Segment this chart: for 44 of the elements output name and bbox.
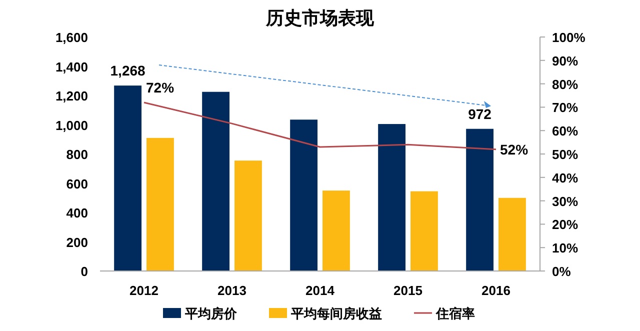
y2-tick-label: 40% [552,170,578,186]
bar [410,191,438,271]
y2-tick-label: 10% [552,240,578,256]
y-tick-label: 1,200 [55,88,88,104]
y2-tick-label: 20% [552,217,578,232]
y-tick-label: 1,000 [55,118,88,133]
x-tick-label: 2013 [218,283,246,298]
y-tick-label: 400 [66,206,88,220]
x-tick-label: 2012 [130,283,158,298]
data-label: 52% [500,141,529,158]
bar [146,138,174,271]
y2-tick-label: 80% [552,76,578,92]
y-tick-label: 0 [80,264,88,279]
bar [114,86,142,271]
x-tick-label: 2016 [482,283,510,298]
y2-tick-label: 70% [552,100,578,116]
y-tick-label: 1,400 [55,59,88,74]
x-tick-label: 2014 [306,283,336,298]
y-tick-label: 200 [66,234,88,250]
bar [234,160,262,271]
legend-label: 平均房价 [184,306,238,321]
bar [378,124,406,271]
x-tick-label: 2015 [394,283,422,298]
data-label: 1,268 [110,62,146,79]
bar [498,198,526,271]
data-label: 72% [146,80,175,96]
y2-tick-label: 0% [552,264,572,279]
bar [466,128,494,271]
y-tick-label: 800 [66,147,88,162]
data-label: 972 [468,106,492,122]
y-tick-label: 1,600 [55,30,88,45]
y2-tick-label: 30% [552,194,578,209]
y2-tick-label: 60% [552,124,578,139]
bar [322,190,350,271]
bar [202,92,230,271]
legend-label: 平均每间房收益 [290,306,382,321]
y-tick-label: 600 [66,176,88,192]
y2-tick-label: 90% [552,53,578,68]
y2-tick-label: 50% [552,147,578,162]
y2-tick-label: 100% [552,30,586,45]
line-series [143,102,497,150]
legend-label: 住宿率 [435,306,475,321]
bar [290,120,318,271]
chart-title: 历史市场表现 [265,8,375,28]
